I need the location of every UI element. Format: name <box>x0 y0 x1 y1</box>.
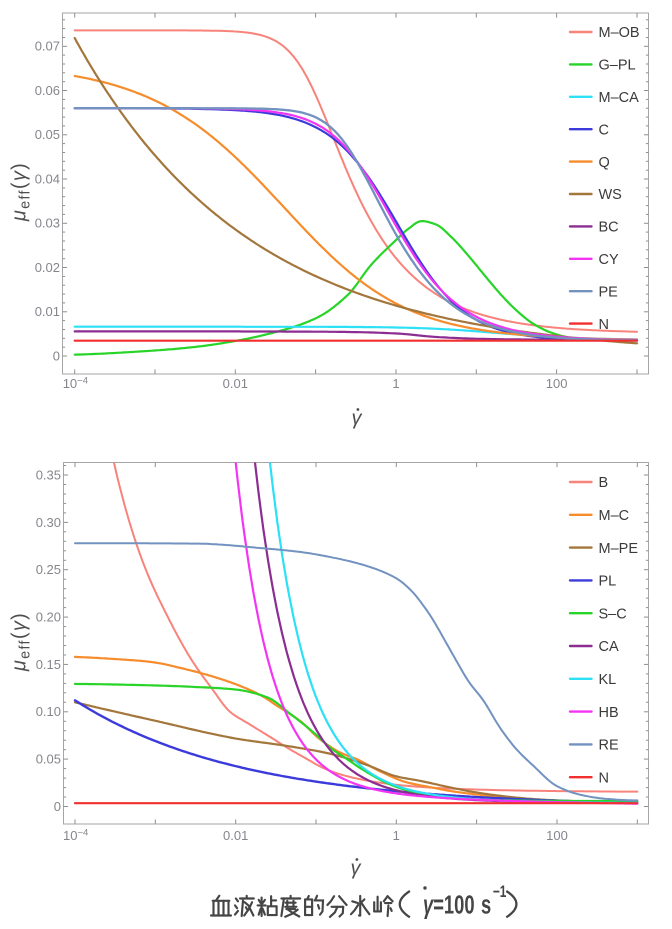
svg-text:0.04: 0.04 <box>35 171 60 186</box>
svg-text:0.35: 0.35 <box>36 467 61 482</box>
svg-text:N: N <box>599 317 609 333</box>
svg-text:s: s <box>481 890 491 919</box>
svg-text:0.30: 0.30 <box>36 515 61 530</box>
svg-text:100: 100 <box>546 828 568 843</box>
svg-text:0.25: 0.25 <box>36 562 61 577</box>
svg-text:0.15: 0.15 <box>36 657 61 672</box>
svg-text:M–C: M–C <box>599 508 630 524</box>
svg-text:0.01: 0.01 <box>35 304 60 319</box>
svg-text:γ: γ <box>352 408 363 430</box>
svg-text:Q: Q <box>599 155 610 171</box>
svg-text:C: C <box>599 122 609 138</box>
svg-text:μeff(γ): μeff(γ) <box>9 612 34 672</box>
svg-text:G–PL: G–PL <box>599 58 636 74</box>
svg-text:M–CA: M–CA <box>599 90 640 106</box>
svg-text:0: 0 <box>54 799 61 814</box>
svg-text:1: 1 <box>392 376 399 391</box>
svg-text:100: 100 <box>546 376 568 391</box>
svg-text:γ: γ <box>351 858 362 880</box>
svg-text:0.07: 0.07 <box>35 39 60 54</box>
svg-text:HB: HB <box>599 705 619 721</box>
svg-text:BC: BC <box>599 220 619 236</box>
svg-text:μeff(γ): μeff(γ) <box>9 162 34 222</box>
svg-text:S–C: S–C <box>599 606 627 622</box>
svg-text:0.02: 0.02 <box>35 260 60 275</box>
svg-text:0.10: 0.10 <box>36 704 61 719</box>
svg-text:N: N <box>599 770 609 786</box>
svg-text:γ=100: γ=100 <box>423 890 475 919</box>
svg-text:CY: CY <box>599 252 619 268</box>
svg-text:0: 0 <box>53 348 60 363</box>
svg-text:WS: WS <box>599 187 622 203</box>
svg-text:−1: −1 <box>493 883 507 901</box>
svg-text:KL: KL <box>599 672 617 688</box>
svg-text:0.05: 0.05 <box>35 127 60 142</box>
svg-text:1: 1 <box>393 828 400 843</box>
svg-text:CA: CA <box>599 639 619 655</box>
svg-text:B: B <box>599 475 609 491</box>
svg-text:M–PE: M–PE <box>599 541 639 557</box>
svg-text:0.20: 0.20 <box>36 610 61 625</box>
svg-text:0.05: 0.05 <box>36 752 61 767</box>
svg-text:0.01: 0.01 <box>223 828 248 843</box>
svg-text:PL: PL <box>599 574 617 590</box>
svg-text:M–OB: M–OB <box>599 25 640 41</box>
svg-text:RE: RE <box>599 738 619 754</box>
svg-text:0.01: 0.01 <box>223 376 248 391</box>
svg-text:0.06: 0.06 <box>35 83 60 98</box>
svg-text:0.03: 0.03 <box>35 216 60 231</box>
svg-text:PE: PE <box>599 284 619 300</box>
